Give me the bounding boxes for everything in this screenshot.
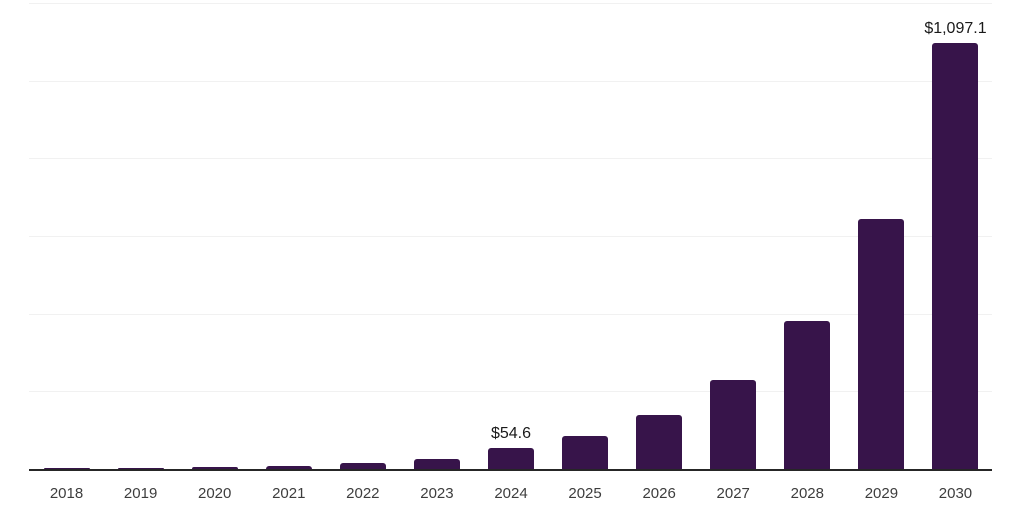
value-label-2030: $1,097.1 — [924, 19, 987, 37]
x-axis-baseline — [29, 469, 992, 471]
x-tick-label-2029: 2029 — [864, 485, 899, 502]
bar-2022 — [339, 463, 386, 469]
x-tick-label-2028: 2028 — [790, 485, 824, 502]
bar-2023 — [413, 458, 460, 469]
gridline-400 — [29, 313, 992, 315]
bar-2028 — [784, 321, 831, 469]
gridline-1000 — [29, 80, 992, 82]
gridline-1200 — [29, 3, 992, 4]
gridline-800 — [29, 158, 992, 160]
bar-2021 — [265, 465, 312, 469]
x-tick-label-2023: 2023 — [420, 485, 454, 502]
x-tick-label-2027: 2027 — [716, 485, 750, 502]
gridline-200 — [29, 391, 992, 393]
bar-2027 — [710, 380, 757, 469]
x-tick-label-2022: 2022 — [346, 485, 380, 502]
x-tick-label-2020: 2020 — [198, 485, 232, 502]
bar-2024 — [488, 447, 534, 469]
x-tick-label-2019: 2019 — [123, 485, 158, 502]
bar-2026 — [636, 414, 683, 469]
x-tick-label-2030: 2030 — [938, 485, 973, 502]
plot-area: $54.6 $1,097.1 — [29, 3, 992, 471]
x-tick-label-2018: 2018 — [49, 485, 84, 502]
x-tick-label-2024: 2024 — [494, 485, 528, 502]
x-tick-label-2026: 2026 — [642, 485, 676, 502]
gridline-600 — [29, 236, 992, 237]
x-tick-label-2025: 2025 — [568, 485, 602, 502]
x-tick-label-2021: 2021 — [272, 485, 306, 502]
bar-2029 — [858, 219, 905, 469]
bar-2030 — [932, 42, 979, 469]
bar-2019 — [117, 467, 164, 469]
bar-2025 — [562, 435, 609, 469]
bar-2018 — [43, 468, 90, 469]
x-axis-tick-labels: 2018 2019 2020 2021 2022 2023 2024 2025 2026 2027… — [29, 485, 992, 505]
bar-2020 — [191, 466, 238, 469]
value-label-2024: $54.6 — [490, 424, 532, 442]
